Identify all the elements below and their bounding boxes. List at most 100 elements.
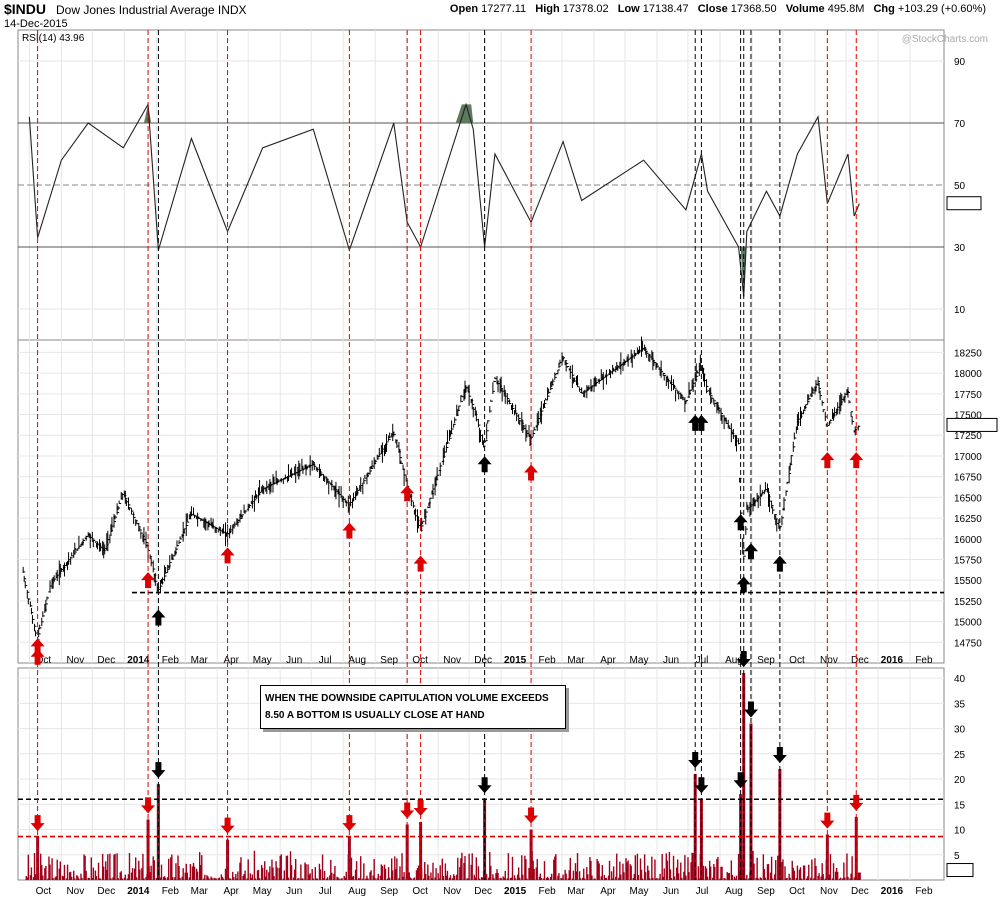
x-tick-label: Oct <box>789 655 805 666</box>
chart-header: $INDU Dow Jones Industrial Average INDX … <box>0 0 1000 45</box>
x-tick-label: Dec <box>851 886 869 897</box>
volume-tick-label: 35 <box>954 699 966 710</box>
red-down-arrow <box>820 812 835 829</box>
black-down-arrow <box>477 777 492 794</box>
x-tick-label: Jul <box>696 886 709 897</box>
annotation-note: WHEN THE DOWNSIDE CAPITULATION VOLUME EX… <box>260 685 566 729</box>
black-up-arrow <box>151 609 166 626</box>
x-tick-label: Dec <box>97 886 115 897</box>
x-tick-label: May <box>253 886 272 897</box>
red-down-arrow <box>849 794 864 811</box>
volume-label: Volume <box>785 3 825 15</box>
x-tick-label: 2014 <box>127 886 150 897</box>
black-up-arrow <box>736 576 751 593</box>
red-up-arrow <box>820 452 835 469</box>
x-tick-label: Nov <box>443 655 461 666</box>
volume-tick-label: 25 <box>954 750 966 761</box>
red-up-arrow <box>524 464 539 481</box>
x-tick-label: Nov <box>820 655 838 666</box>
red-up-arrow <box>342 522 357 539</box>
price-tick-label: 15750 <box>954 555 982 566</box>
price-tick-label: 16000 <box>954 535 982 546</box>
red-down-arrow <box>220 817 235 834</box>
x-tick-label: 2016 <box>881 886 904 897</box>
x-tick-label: Jul <box>319 655 332 666</box>
x-tick-label: May <box>630 886 649 897</box>
x-tick-label: May <box>630 655 649 666</box>
red-down-arrow <box>30 815 45 832</box>
x-tick-label: Apr <box>600 886 616 897</box>
x-tick-label: Jun <box>663 886 679 897</box>
price-tick-label: 17000 <box>954 452 982 463</box>
x-tick-label: Feb <box>915 655 933 666</box>
black-up-arrow <box>743 543 758 560</box>
rsi-oversold-fill <box>740 247 746 297</box>
x-tick-label: Dec <box>474 655 492 666</box>
x-tick-label: Apr <box>600 655 616 666</box>
black-down-arrow <box>733 772 748 789</box>
x-tick-label: Aug <box>348 655 366 666</box>
red-down-arrow <box>524 807 539 824</box>
volume-last-value-box <box>946 863 974 878</box>
chg-label: Chg <box>873 3 895 15</box>
x-tick-label: Aug <box>725 655 743 666</box>
x-tick-label: Oct <box>412 886 428 897</box>
rsi-tick-label: 70 <box>954 119 966 130</box>
high-value: 17378.02 <box>562 3 609 15</box>
rsi-tick-label: 30 <box>954 243 966 254</box>
x-tick-label: Sep <box>380 886 398 897</box>
x-tick-label: 2015 <box>504 886 527 897</box>
red-up-arrow <box>141 572 156 589</box>
rsi-tick-label: 10 <box>954 305 966 316</box>
x-tick-label: Nov <box>66 655 84 666</box>
price-tick-label: 15250 <box>954 597 982 608</box>
price-tick-label: 16750 <box>954 473 982 484</box>
open-value: 17277.11 <box>481 3 527 15</box>
red-down-arrow <box>413 799 428 816</box>
red-up-arrow <box>413 555 428 572</box>
low-value: 17138.47 <box>642 3 689 15</box>
price-tick-label: 16250 <box>954 514 982 525</box>
open-label: Open <box>449 3 479 15</box>
price-tick-label: 17750 <box>954 390 982 401</box>
x-tick-label: Oct <box>789 886 805 897</box>
rsi-overbought-fill <box>455 104 474 123</box>
black-up-arrow <box>694 414 709 431</box>
high-label: High <box>535 3 560 15</box>
x-tick-label: Feb <box>915 886 933 897</box>
x-tick-label: 2014 <box>127 655 150 666</box>
symbol-name: Dow Jones Industrial Average INDX <box>56 3 247 17</box>
x-tick-label: Nov <box>820 886 838 897</box>
x-tick-label: Sep <box>757 655 775 666</box>
x-tick-label: Nov <box>443 886 461 897</box>
x-tick-label: Aug <box>725 886 743 897</box>
quote-bar: Open 17277.11 High 17378.02 Low 17138.47… <box>450 3 992 15</box>
x-tick-label: Oct <box>412 655 428 666</box>
chg-value: +103.29 (+0.60%) <box>897 3 986 15</box>
red-up-arrow <box>849 452 864 469</box>
rsi-last-value-box <box>946 196 982 211</box>
black-up-arrow <box>477 456 492 473</box>
rsi-series-line <box>28 102 860 297</box>
rsi-tick-label: 50 <box>954 181 966 192</box>
x-tick-label: Jul <box>319 886 332 897</box>
x-tick-label: Feb <box>162 886 180 897</box>
price-tick-label: 17250 <box>954 431 982 442</box>
volume-tick-label: 30 <box>954 725 966 736</box>
volume-tick-label: 10 <box>954 826 966 837</box>
red-down-arrow <box>141 797 156 814</box>
black-down-arrow <box>743 701 758 718</box>
x-tick-label: Dec <box>97 655 115 666</box>
x-tick-label: Mar <box>567 655 585 666</box>
price-bars-group <box>22 336 861 642</box>
price-tick-label: 15000 <box>954 618 982 629</box>
close-label: Close <box>697 3 728 15</box>
watermark: @StockCharts.com <box>901 34 988 45</box>
x-tick-label: Jun <box>286 655 302 666</box>
price-panel-frame <box>17 339 945 664</box>
rsi-title: RSI(14) 43.96 <box>22 33 85 44</box>
x-tick-label: Feb <box>539 886 557 897</box>
x-tick-label: Aug <box>348 886 366 897</box>
volume-tick-label: 40 <box>954 674 966 685</box>
